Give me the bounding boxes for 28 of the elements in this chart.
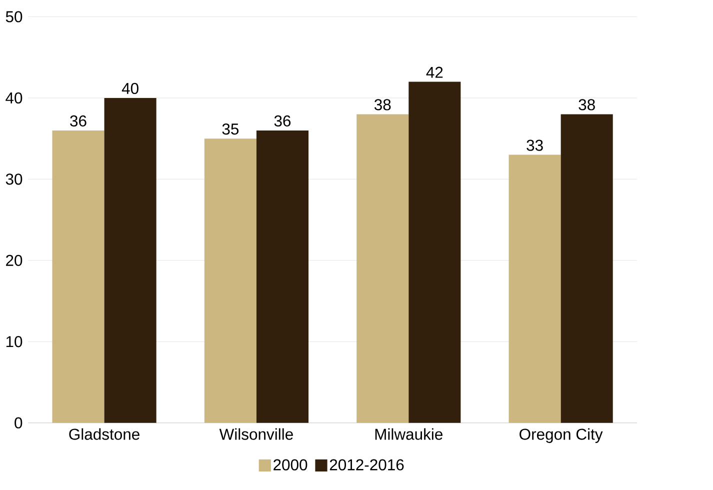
bar <box>52 130 104 423</box>
data-label: 38 <box>578 99 595 110</box>
bar <box>256 130 309 423</box>
y-tick-label: 30 <box>6 174 22 185</box>
y-tick-label: 40 <box>6 92 22 104</box>
bar <box>104 98 156 423</box>
data-label: 33 <box>526 140 543 152</box>
data-label: 36 <box>70 116 86 127</box>
bar <box>356 114 409 423</box>
x-tick-label: Gladstone <box>69 428 140 440</box>
bar <box>560 114 613 423</box>
y-tick-label: 50 <box>6 11 22 22</box>
y-tick-label: 10 <box>6 336 22 348</box>
y-tick-label: 0 <box>14 417 22 429</box>
x-tick-label: Oregon City <box>520 428 603 444</box>
bar <box>204 138 256 423</box>
x-tick-label: Milwaukie <box>375 428 442 440</box>
bar <box>408 82 461 423</box>
legend-label: 2012-2016 <box>330 459 404 470</box>
x-tick-label: Wilsonville <box>219 428 293 440</box>
data-label: 40 <box>122 83 138 94</box>
data-label: 35 <box>222 124 239 135</box>
y-tick-label: 20 <box>6 254 22 266</box>
bar <box>508 154 561 423</box>
data-label: 36 <box>274 116 291 127</box>
legend-label: 2000 <box>274 459 308 470</box>
data-label: 38 <box>374 99 391 110</box>
data-label: 42 <box>426 66 443 78</box>
